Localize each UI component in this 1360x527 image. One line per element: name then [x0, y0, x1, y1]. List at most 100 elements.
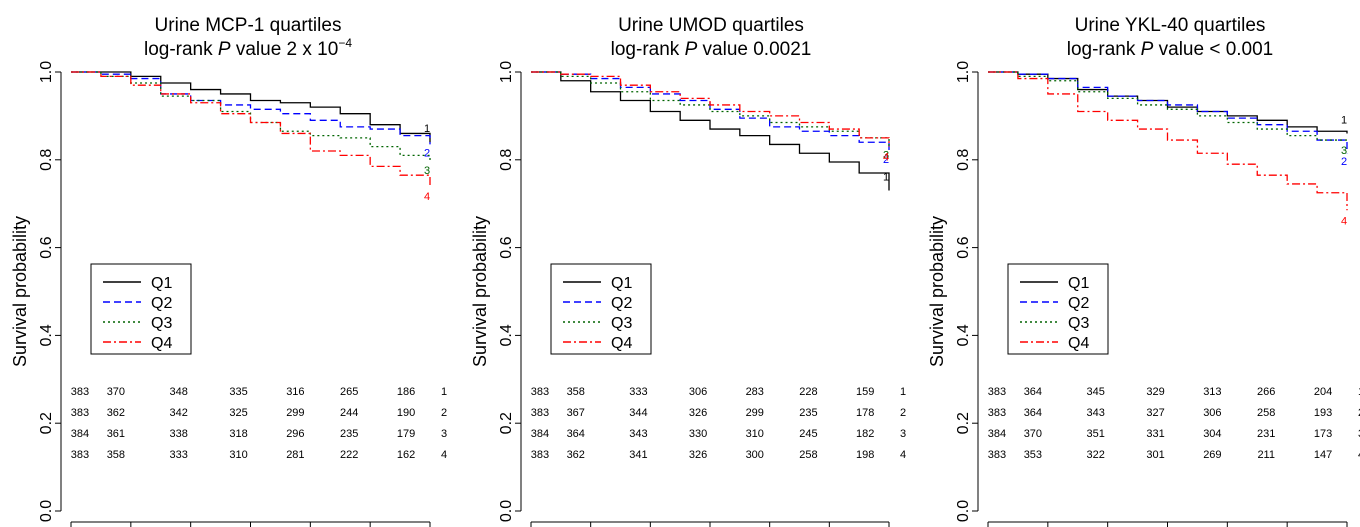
y-tick-label: 0.6 — [38, 236, 55, 258]
legend-box — [550, 263, 652, 355]
chart-title: Urine UMOD quartiles — [618, 15, 804, 36]
risk-table-cell: 235 — [340, 428, 358, 440]
risk-table-cell: 383 — [531, 449, 549, 461]
risk-table-cell: 383 — [71, 407, 89, 419]
risk-table-row-label: 3 — [441, 428, 447, 440]
risk-table-cell: 304 — [1203, 428, 1221, 440]
risk-table-cell: 325 — [229, 407, 247, 419]
risk-table-cell: 344 — [629, 407, 647, 419]
chart-title: Urine YKL-40 quartiles — [1075, 15, 1266, 36]
series-end-label: 3 — [1341, 145, 1347, 157]
y-tick-label: 0.4 — [38, 324, 55, 346]
risk-table-row-label: 2 — [900, 407, 906, 419]
y-tick-label: 0.8 — [38, 149, 55, 171]
risk-table-row-label: 1 — [441, 386, 447, 398]
risk-table-cell: 318 — [229, 428, 247, 440]
risk-table-cell: 258 — [799, 449, 817, 461]
risk-table-cell: 351 — [1087, 428, 1105, 440]
risk-table-cell: 345 — [1087, 386, 1105, 398]
series-end-label: 3 — [883, 150, 889, 162]
series-line-q4 — [988, 71, 1348, 211]
risk-table-cell: 384 — [988, 428, 1006, 440]
risk-table-cell: 329 — [1146, 386, 1164, 398]
chart-subtitle: log-rank P value 0.0021 — [611, 39, 812, 60]
legend-box — [90, 263, 192, 355]
risk-table-cell: 383 — [71, 386, 89, 398]
series-end-label: 4 — [883, 152, 889, 164]
risk-table-cell: 384 — [71, 428, 89, 440]
risk-table-cell: 342 — [170, 407, 188, 419]
risk-table-cell: 333 — [629, 386, 647, 398]
risk-table-cell: 190 — [397, 407, 415, 419]
y-tick-label: 0.4 — [955, 324, 972, 346]
risk-table-cell: 179 — [397, 428, 415, 440]
series-line-q3 — [531, 71, 890, 147]
risk-table-cell: 235 — [799, 407, 817, 419]
risk-table-row-label: 1 — [900, 386, 906, 398]
legend-label: Q2 — [611, 295, 632, 312]
legend-label: Q4 — [151, 335, 172, 352]
risk-table-cell: 182 — [856, 428, 874, 440]
risk-table-cell: 383 — [531, 386, 549, 398]
risk-table-cell: 269 — [1203, 449, 1221, 461]
risk-table-cell: 316 — [286, 386, 304, 398]
y-axis-label: Survival probability — [470, 216, 490, 367]
risk-table-row-label: 4 — [441, 449, 447, 461]
series-line-q4 — [71, 71, 431, 187]
legend-label: Q2 — [1068, 295, 1089, 312]
y-axis-label: Survival probability — [10, 216, 30, 367]
risk-table-cell: 281 — [286, 449, 304, 461]
y-tick-label: 0.0 — [38, 500, 55, 522]
legend-label: Q3 — [611, 315, 632, 332]
risk-table-cell: 341 — [629, 449, 647, 461]
risk-table-cell: 211 — [1257, 449, 1275, 461]
risk-table-cell: 384 — [531, 428, 549, 440]
risk-table-cell: 370 — [1024, 428, 1042, 440]
y-tick-label: 0.4 — [498, 324, 515, 346]
y-tick-label: 0.2 — [38, 412, 55, 434]
risk-table-cell: 362 — [107, 407, 125, 419]
risk-table-cell: 358 — [567, 386, 585, 398]
y-tick-label: 1.0 — [955, 61, 972, 83]
risk-table-cell: 173 — [1314, 428, 1332, 440]
risk-table-cell: 348 — [170, 386, 188, 398]
risk-table-cell: 147 — [1314, 449, 1332, 461]
chart-panel-3: Urine YKL-40 quartiles log-rank P value <… — [927, 15, 1360, 527]
risk-table-cell: 330 — [689, 428, 707, 440]
risk-table-cell: 299 — [286, 407, 304, 419]
risk-table-row-label: 4 — [1358, 449, 1360, 461]
risk-table-cell: 310 — [229, 449, 247, 461]
risk-table-cell: 162 — [397, 449, 415, 461]
series-end-label: 1 — [1341, 114, 1347, 126]
risk-table-cell: 245 — [799, 428, 817, 440]
y-tick-label: 0.8 — [498, 149, 515, 171]
series-line-q3 — [988, 71, 1348, 143]
risk-table-cell: 383 — [988, 449, 1006, 461]
risk-table-row-label: 1 — [1358, 386, 1360, 398]
risk-table-cell: 333 — [170, 449, 188, 461]
risk-table-row-label: 2 — [1358, 407, 1360, 419]
legend-label: Q1 — [611, 275, 632, 292]
risk-table-row-label: 3 — [900, 428, 906, 440]
risk-table-cell: 186 — [397, 386, 415, 398]
legend-label: Q4 — [611, 335, 632, 352]
risk-table-cell: 193 — [1314, 407, 1332, 419]
risk-table-cell: 299 — [746, 407, 764, 419]
series-line-q2 — [531, 71, 890, 152]
y-tick-label: 1.0 — [38, 61, 55, 83]
risk-table-cell: 383 — [988, 407, 1006, 419]
y-tick-label: 0.2 — [955, 412, 972, 434]
risk-table-cell: 300 — [746, 449, 764, 461]
risk-table-cell: 266 — [1257, 386, 1275, 398]
risk-table-cell: 313 — [1203, 386, 1221, 398]
series-line-q4 — [531, 71, 890, 147]
risk-table-cell: 244 — [340, 407, 358, 419]
risk-table-cell: 343 — [1087, 407, 1105, 419]
risk-table-cell: 258 — [1257, 407, 1275, 419]
risk-table-cell: 335 — [229, 386, 247, 398]
y-tick-label: 0.2 — [498, 412, 515, 434]
risk-table-cell: 383 — [531, 407, 549, 419]
risk-table-cell: 358 — [107, 449, 125, 461]
series-line-q1 — [71, 71, 431, 143]
risk-table-cell: 383 — [71, 449, 89, 461]
